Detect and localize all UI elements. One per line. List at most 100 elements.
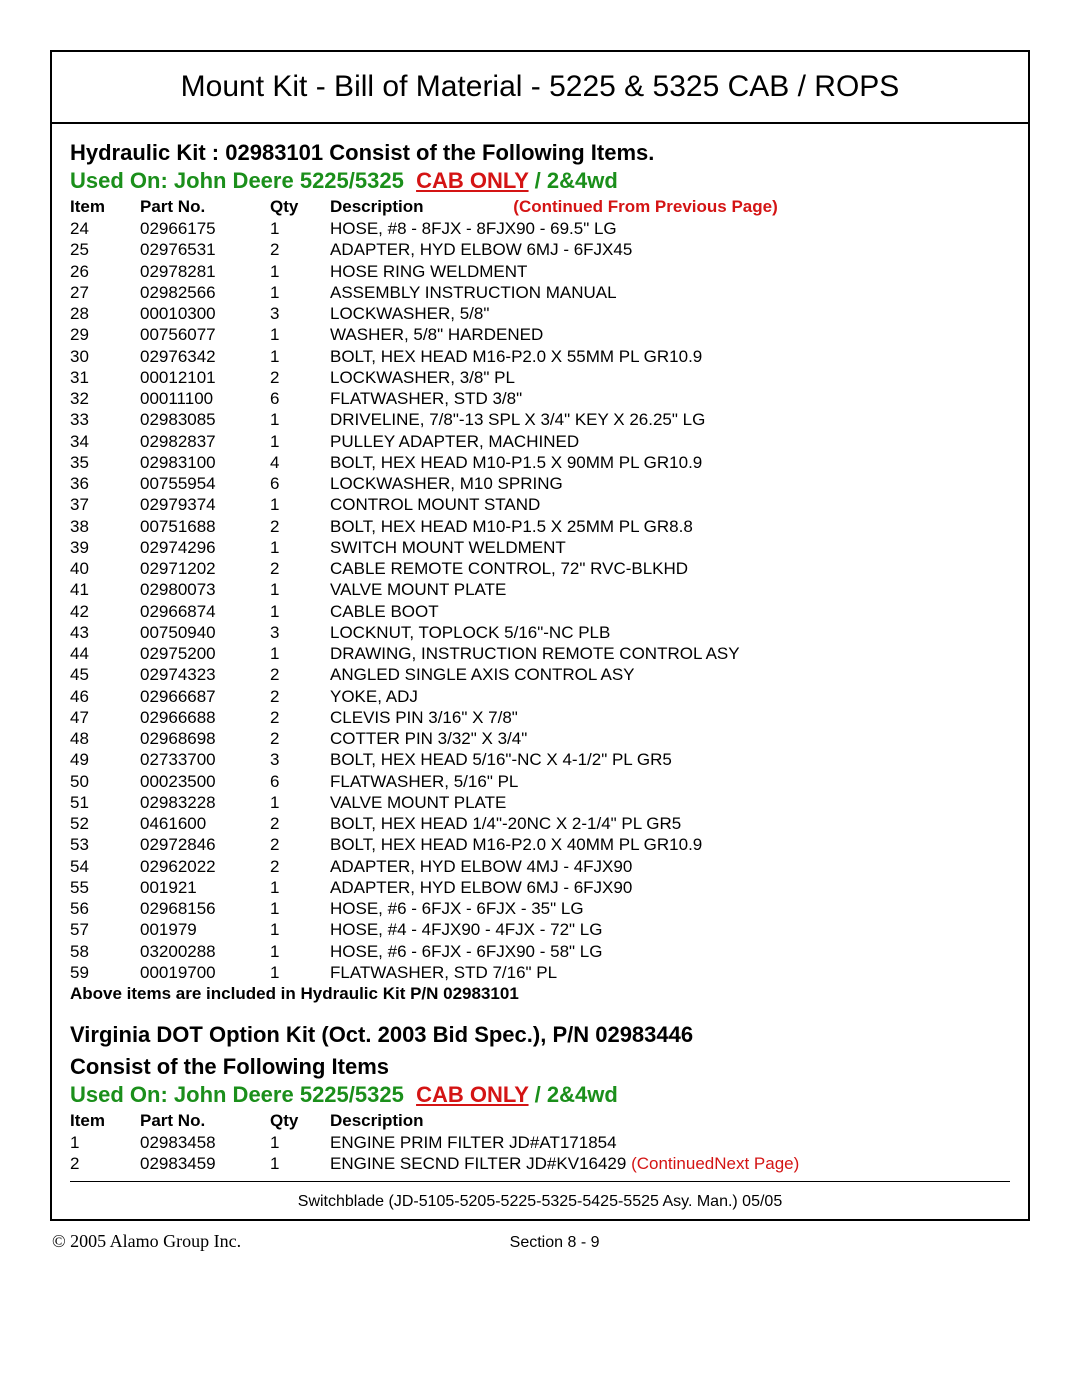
cell-desc: CABLE REMOTE CONTROL, 72" RVC-BLKHD bbox=[330, 558, 1010, 579]
cell-item: 56 bbox=[70, 898, 140, 919]
table-row: 53029728462BOLT, HEX HEAD M16-P2.0 X 40M… bbox=[70, 834, 1010, 855]
header-desc-label: Description bbox=[330, 197, 424, 216]
section1-used-on: Used On: John Deere 5225/5325 CAB ONLY /… bbox=[70, 168, 1010, 194]
cell-desc-text: DRIVELINE, 7/8"-13 SPL X 3/4" KEY X 26.2… bbox=[330, 410, 705, 429]
cell-desc: HOSE, #6 - 6FJX - 6FJX - 35" LG bbox=[330, 898, 1010, 919]
cell-item: 34 bbox=[70, 431, 140, 452]
section-label: Section 8 - 9 bbox=[241, 1234, 868, 1252]
cell-desc-text: ADAPTER, HYD ELBOW 6MJ - 6FJX90 bbox=[330, 878, 632, 897]
cell-qty: 1 bbox=[270, 941, 330, 962]
cell-desc: HOSE, #4 - 4FJX90 - 4FJX - 72" LG bbox=[330, 919, 1010, 940]
cell-item: 26 bbox=[70, 261, 140, 282]
cell-desc: ADAPTER, HYD ELBOW 6MJ - 6FJX45 bbox=[330, 239, 1010, 260]
cell-qty: 1 bbox=[270, 324, 330, 345]
cell-desc-text: HOSE RING WELDMENT bbox=[330, 262, 527, 281]
table-row: 58032002881HOSE, #6 - 6FJX - 6FJX90 - 58… bbox=[70, 941, 1010, 962]
table-row: 570019791HOSE, #4 - 4FJX90 - 4FJX - 72" … bbox=[70, 919, 1010, 940]
used-on-red: CAB ONLY bbox=[416, 168, 528, 193]
cell-desc-text: BOLT, HEX HEAD M10-P1.5 X 25MM PL GR8.8 bbox=[330, 517, 693, 536]
cell-item: 49 bbox=[70, 749, 140, 770]
cell-desc: LOCKWASHER, M10 SPRING bbox=[330, 473, 1010, 494]
cell-desc: ENGINE SECND FILTER JD#KV16429 (Continue… bbox=[330, 1153, 1010, 1174]
cell-desc-text: FLATWASHER, 5/16" PL bbox=[330, 772, 518, 791]
cell-qty: 6 bbox=[270, 771, 330, 792]
cell-desc-text: LOCKWASHER, M10 SPRING bbox=[330, 474, 563, 493]
header-desc: Description (Continued From Previous Pag… bbox=[330, 196, 1010, 218]
cell-desc-text: BOLT, HEX HEAD M16-P2.0 X 40MM PL GR10.9 bbox=[330, 835, 702, 854]
cell-qty: 1 bbox=[270, 537, 330, 558]
cell-item: 36 bbox=[70, 473, 140, 494]
cell-desc: CABLE BOOT bbox=[330, 601, 1010, 622]
footer-line1: Switchblade (JD-5105-5205-5225-5325-5425… bbox=[70, 1192, 1010, 1211]
cell-desc-text: HOSE, #6 - 6FJX - 6FJX90 - 58" LG bbox=[330, 942, 602, 961]
table-row: 31000121012LOCKWASHER, 3/8" PL bbox=[70, 367, 1010, 388]
table-row: 40029712022CABLE REMOTE CONTROL, 72" RVC… bbox=[70, 558, 1010, 579]
cell-qty: 2 bbox=[270, 516, 330, 537]
cell-qty: 2 bbox=[270, 686, 330, 707]
table-row: 32000111006FLATWASHER, STD 3/8" bbox=[70, 388, 1010, 409]
table-row: 43007509403LOCKNUT, TOPLOCK 5/16"-NC PLB bbox=[70, 622, 1010, 643]
cell-part: 00750940 bbox=[140, 622, 270, 643]
cell-item: 28 bbox=[70, 303, 140, 324]
cell-part: 00011100 bbox=[140, 388, 270, 409]
cell-item: 30 bbox=[70, 346, 140, 367]
cell-part: 02974323 bbox=[140, 664, 270, 685]
cell-desc: VALVE MOUNT PLATE bbox=[330, 792, 1010, 813]
cell-item: 59 bbox=[70, 962, 140, 983]
cell-part: 02976342 bbox=[140, 346, 270, 367]
cell-part: 02983459 bbox=[140, 1153, 270, 1174]
cell-qty: 2 bbox=[270, 239, 330, 260]
table-row: 25029765312ADAPTER, HYD ELBOW 6MJ - 6FJX… bbox=[70, 239, 1010, 260]
cell-part: 02962022 bbox=[140, 856, 270, 877]
table-row: 48029686982COTTER PIN 3/32" X 3/4" bbox=[70, 728, 1010, 749]
table-row: 46029666872YOKE, ADJ bbox=[70, 686, 1010, 707]
cell-part: 02983100 bbox=[140, 452, 270, 473]
continued-prev: (Continued From Previous Page) bbox=[513, 197, 777, 216]
cell-desc: ENGINE PRIM FILTER JD#AT171854 bbox=[330, 1132, 1010, 1153]
cell-desc: SWITCH MOUNT WELDMENT bbox=[330, 537, 1010, 558]
used-on-suffix: / 2&4wd bbox=[529, 168, 618, 193]
cell-item: 43 bbox=[70, 622, 140, 643]
footer-row: © 2005 Alamo Group Inc. Section 8 - 9 bbox=[50, 1231, 1030, 1252]
cell-part: 02971202 bbox=[140, 558, 270, 579]
cell-part: 02975200 bbox=[140, 643, 270, 664]
continued-next: (ContinuedNext Page) bbox=[631, 1154, 799, 1173]
cell-desc-text: HOSE, #4 - 4FJX90 - 4FJX - 72" LG bbox=[330, 920, 602, 939]
header-desc-2: Description bbox=[330, 1110, 1010, 1132]
cell-part: 02733700 bbox=[140, 749, 270, 770]
cell-item: 31 bbox=[70, 367, 140, 388]
table-row: 49027337003BOLT, HEX HEAD 5/16"-NC X 4-1… bbox=[70, 749, 1010, 770]
cell-desc-text: VALVE MOUNT PLATE bbox=[330, 793, 506, 812]
cell-qty: 1 bbox=[270, 877, 330, 898]
cell-desc-text: DRAWING, INSTRUCTION REMOTE CONTROL ASY bbox=[330, 644, 740, 663]
cell-qty: 2 bbox=[270, 664, 330, 685]
cell-desc-text: ADAPTER, HYD ELBOW 6MJ - 6FJX45 bbox=[330, 240, 632, 259]
cell-part: 02983458 bbox=[140, 1132, 270, 1153]
cell-part: 02982837 bbox=[140, 431, 270, 452]
cell-part: 02972846 bbox=[140, 834, 270, 855]
cell-desc: FLATWASHER, STD 3/8" bbox=[330, 388, 1010, 409]
table-row: 50000235006FLATWASHER, 5/16" PL bbox=[70, 771, 1010, 792]
footer-divider bbox=[70, 1181, 1010, 1182]
header-item-2: Item bbox=[70, 1110, 140, 1132]
cell-desc: ADAPTER, HYD ELBOW 6MJ - 6FJX90 bbox=[330, 877, 1010, 898]
cell-qty: 1 bbox=[270, 261, 330, 282]
cell-item: 57 bbox=[70, 919, 140, 940]
cell-part: 00012101 bbox=[140, 367, 270, 388]
section2-heading-l2: Consist of the Following Items bbox=[70, 1054, 1010, 1080]
cell-part: 02966175 bbox=[140, 218, 270, 239]
cell-desc-text: ENGINE PRIM FILTER JD#AT171854 bbox=[330, 1133, 617, 1152]
cell-desc-text: VALVE MOUNT PLATE bbox=[330, 580, 506, 599]
cell-desc-text: WASHER, 5/8" HARDENED bbox=[330, 325, 543, 344]
cell-qty: 1 bbox=[270, 898, 330, 919]
cell-item: 47 bbox=[70, 707, 140, 728]
cell-desc: FLATWASHER, STD 7/16" PL bbox=[330, 962, 1010, 983]
cell-desc-text: LOCKNUT, TOPLOCK 5/16"-NC PLB bbox=[330, 623, 610, 642]
table-row: 1029834581ENGINE PRIM FILTER JD#AT171854 bbox=[70, 1132, 1010, 1153]
section1-heading: Hydraulic Kit : 02983101 Consist of the … bbox=[70, 140, 1010, 166]
cell-desc-text: BOLT, HEX HEAD 1/4"-20NC X 2-1/4" PL GR5 bbox=[330, 814, 681, 833]
cell-item: 42 bbox=[70, 601, 140, 622]
table-row: 44029752001DRAWING, INSTRUCTION REMOTE C… bbox=[70, 643, 1010, 664]
cell-desc-text: HOSE, #6 - 6FJX - 6FJX - 35" LG bbox=[330, 899, 584, 918]
cell-qty: 1 bbox=[270, 282, 330, 303]
